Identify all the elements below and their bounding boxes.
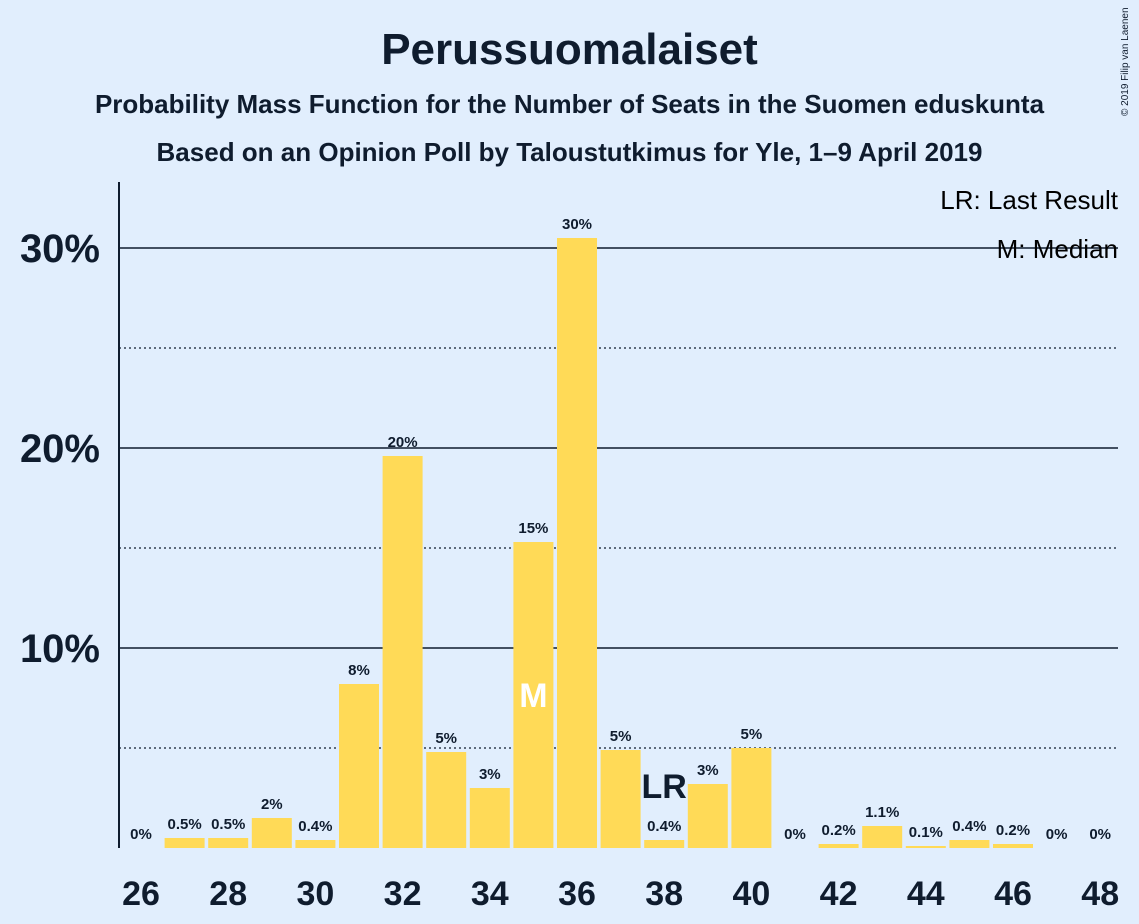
bar-value-label: 5%: [741, 726, 763, 743]
x-tick-label: 40: [732, 875, 770, 913]
bar: [731, 748, 772, 848]
bar: [687, 784, 728, 848]
bar: [644, 840, 685, 848]
bar: [164, 838, 205, 848]
bar: [862, 826, 903, 848]
bar: [382, 456, 423, 848]
x-tick-label: 38: [645, 875, 683, 913]
bar: [993, 844, 1033, 848]
bar-value-label: 0.2%: [821, 822, 855, 839]
x-tick-label: 44: [907, 875, 945, 913]
last-result-marker: LR: [642, 768, 687, 806]
bar: [208, 838, 249, 848]
bar-value-label: 0%: [1089, 826, 1111, 843]
x-tick-label: 30: [296, 875, 334, 913]
x-tick-label: 32: [384, 875, 422, 913]
bar-value-label: 2%: [261, 796, 283, 813]
bar-value-label: 1.1%: [865, 804, 899, 821]
x-tick-label: 42: [820, 875, 858, 913]
x-tick-label: 48: [1081, 875, 1119, 913]
bar-value-label: 0.4%: [647, 818, 681, 835]
bar-value-label: 5%: [610, 728, 632, 745]
bar-value-label: 0.2%: [996, 822, 1030, 839]
bar-value-label: 0%: [1046, 826, 1068, 843]
bar: [818, 844, 859, 848]
bar: [295, 840, 336, 848]
x-tick-label: 34: [471, 875, 509, 913]
bar: [557, 238, 597, 848]
chart-title: Perussuomalaiset: [381, 25, 758, 74]
bar-value-label: 20%: [388, 434, 418, 451]
legend-last-result: LR: Last Result: [940, 185, 1119, 215]
bar: [469, 788, 510, 848]
x-tick-label: 26: [122, 875, 160, 913]
median-marker: M: [519, 677, 547, 715]
legend-median: M: Median: [997, 234, 1118, 264]
bar-value-label: 0%: [130, 826, 152, 843]
bar-value-label: 0.4%: [952, 818, 986, 835]
chart-subtitle: Probability Mass Function for the Number…: [94, 89, 1045, 119]
x-tick-label: 36: [558, 875, 596, 913]
bar-value-label: 5%: [435, 730, 457, 747]
y-tick-label: 30%: [20, 227, 100, 271]
chart-source-subtitle: Based on an Opinion Poll by Taloustutkim…: [156, 137, 983, 167]
bar-value-label: 0%: [784, 826, 806, 843]
bar-value-label: 3%: [697, 762, 719, 779]
x-tick-label: 28: [209, 875, 247, 913]
x-tick-label: 46: [994, 875, 1032, 913]
bar-value-label: 30%: [562, 216, 592, 233]
bar: [339, 684, 379, 848]
bar-value-label: 0.5%: [211, 816, 245, 833]
y-tick-label: 20%: [20, 427, 100, 471]
bar: [949, 840, 990, 848]
bar: [251, 818, 292, 848]
y-tick-label: 10%: [20, 627, 100, 671]
bar: [513, 542, 554, 848]
bar-value-label: 0.1%: [909, 824, 943, 841]
bar-value-label: 0.4%: [298, 818, 332, 835]
bar-value-label: 8%: [348, 662, 370, 679]
bar: [600, 750, 641, 848]
bar-value-label: 15%: [518, 520, 548, 537]
bar: [426, 752, 467, 848]
bar-value-label: 3%: [479, 766, 501, 783]
bar: [905, 846, 946, 848]
bar-value-label: 0.5%: [167, 816, 201, 833]
